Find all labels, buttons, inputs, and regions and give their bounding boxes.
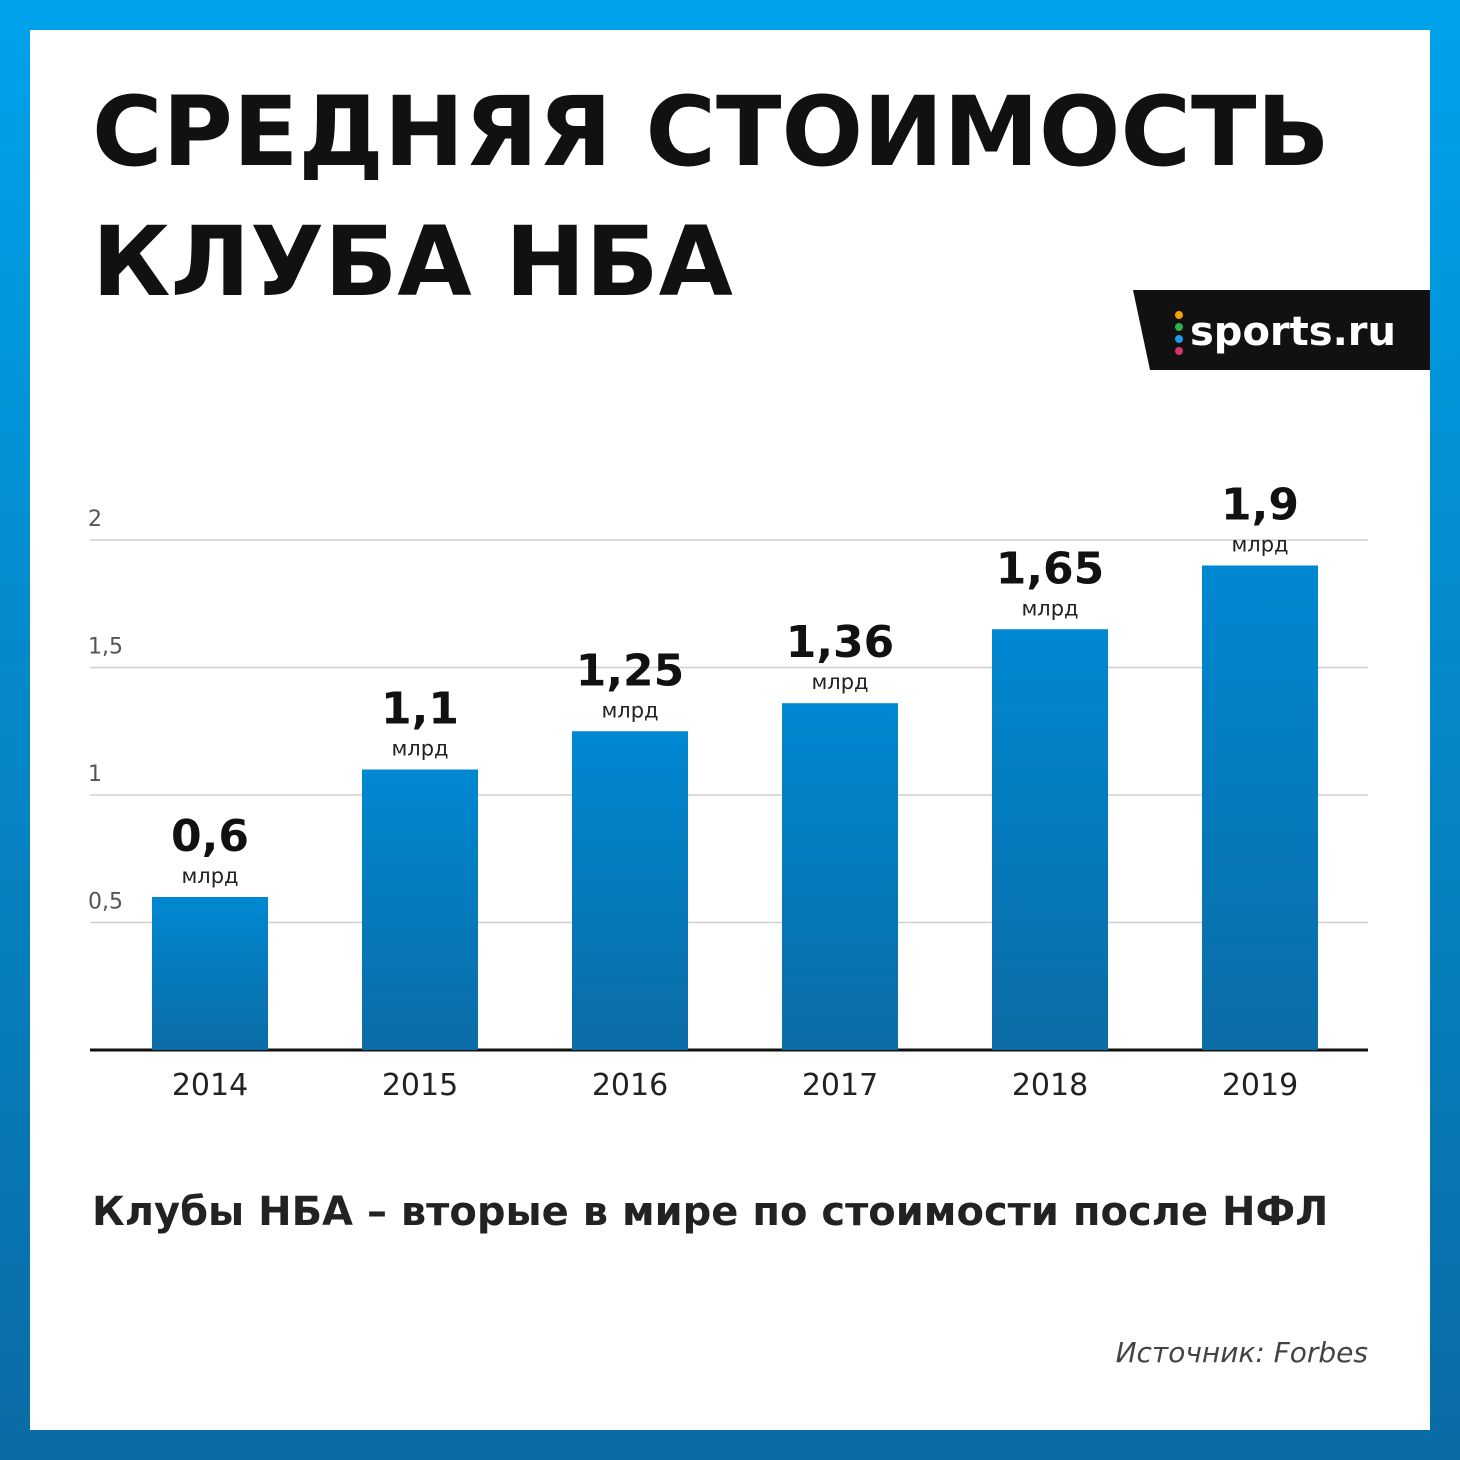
logo-dot	[1175, 347, 1183, 355]
x-tick-label: 2017	[802, 1068, 878, 1103]
unit-label: млрд	[601, 698, 658, 722]
bar	[782, 703, 898, 1050]
logo-dot	[1175, 323, 1183, 331]
bar	[992, 629, 1108, 1050]
y-tick-label: 0,5	[88, 890, 123, 915]
logo: sports.ru	[1190, 309, 1396, 355]
y-tick-label: 2	[88, 507, 102, 532]
bar	[572, 731, 688, 1050]
plot: 0,511,5220140,6млрд20151,1млрд20161,25мл…	[88, 480, 1368, 1103]
unit-label: млрд	[1231, 533, 1288, 557]
chart-title: КЛУБА НБА	[92, 206, 733, 318]
logo-dot	[1175, 311, 1183, 319]
x-tick-label: 2015	[382, 1068, 458, 1103]
y-tick-label: 1,5	[88, 635, 123, 660]
subtitle: Клубы НБА – вторые в мире по стоимости п…	[92, 1189, 1328, 1235]
unit-label: млрд	[811, 670, 868, 694]
unit-label: млрд	[391, 737, 448, 761]
logo-box	[1133, 290, 1430, 370]
bar	[152, 897, 268, 1050]
panel	[30, 30, 1430, 1430]
logo-dot	[1175, 335, 1183, 343]
value-label: 1,65	[996, 543, 1105, 594]
value-label: 1,25	[576, 645, 685, 696]
value-label: 1,36	[786, 617, 895, 668]
bar	[1202, 565, 1318, 1050]
unit-label: млрд	[1021, 596, 1078, 620]
x-tick-label: 2016	[592, 1068, 668, 1103]
unit-label: млрд	[181, 864, 238, 888]
value-label: 1,1	[381, 684, 459, 735]
value-label: 1,9	[1221, 480, 1299, 531]
x-tick-label: 2018	[1012, 1068, 1088, 1103]
source: Источник: Forbes	[1116, 1336, 1368, 1369]
x-tick-label: 2019	[1222, 1068, 1298, 1103]
bar	[362, 769, 478, 1050]
y-tick-label: 1	[88, 762, 102, 787]
value-label: 0,6	[171, 811, 249, 862]
chart-title: СРЕДНЯЯ СТОИМОСТЬ	[92, 76, 1330, 188]
x-tick-label: 2014	[172, 1068, 248, 1103]
